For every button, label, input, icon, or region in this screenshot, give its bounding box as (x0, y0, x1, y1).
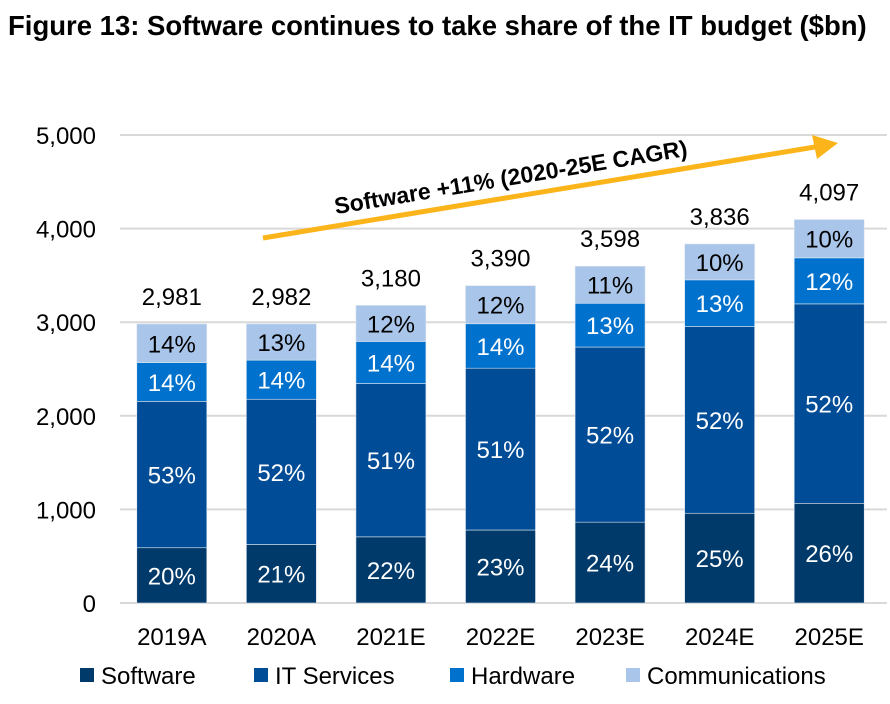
x-tick-label: 2024E (685, 624, 754, 651)
arrow-head (812, 135, 838, 159)
total-label: 3,180 (361, 265, 421, 292)
x-tick-label: 2021E (356, 624, 425, 651)
segment-label: 26% (805, 541, 853, 568)
segment-label: 24% (586, 551, 634, 578)
legend-label: IT Services (275, 663, 395, 690)
legend-label: Software (101, 663, 196, 690)
total-label: 3,836 (690, 204, 750, 231)
segment-label: 14% (257, 368, 305, 395)
bar-segment-it-services (793, 303, 865, 504)
total-label: 3,390 (470, 246, 530, 273)
segment-label: 52% (257, 460, 305, 487)
legend-label: Communications (647, 663, 826, 690)
segment-label: 14% (476, 334, 524, 361)
y-tick-label: 1,000 (36, 497, 96, 524)
segment-label: 13% (257, 330, 305, 357)
y-tick-label: 2,000 (36, 404, 96, 431)
legend-swatch (450, 668, 464, 682)
x-tick-label: 2020A (247, 624, 316, 651)
x-tick-label: 2022E (466, 624, 535, 651)
bar-segment-software (355, 536, 427, 604)
segment-label: 22% (367, 558, 415, 585)
bar-segment-it-services (355, 383, 427, 538)
total-label: 2,982 (251, 284, 311, 311)
y-tick-label: 3,000 (36, 310, 96, 337)
bar-segment-it-services (684, 326, 755, 514)
segment-label: 52% (805, 392, 853, 419)
bar-segment-software (574, 521, 646, 604)
segment-label: 12% (805, 269, 853, 296)
segment-label: 21% (257, 562, 305, 589)
legend-swatch (626, 668, 640, 682)
segment-label: 13% (586, 313, 634, 340)
bar-segment-software (793, 502, 865, 604)
legend-swatch (254, 668, 268, 682)
segment-label: 20% (148, 563, 196, 590)
legend-swatch (80, 668, 94, 682)
segment-label: 25% (696, 546, 744, 573)
segment-label: 13% (696, 291, 744, 318)
bar-segment-hardware (136, 362, 208, 402)
bar-segment-communications (136, 323, 208, 363)
bar-segment-it-services (136, 401, 208, 549)
bar-segment-software (246, 544, 317, 604)
bar-segment-hardware (465, 323, 536, 369)
segment-label: 52% (696, 408, 744, 435)
total-label: 3,598 (580, 226, 640, 253)
segment-label: 52% (586, 423, 634, 450)
bar-segment-it-services (465, 367, 536, 531)
bar-segment-software (136, 547, 208, 604)
segment-label: 10% (696, 250, 744, 277)
segment-label: 14% (367, 350, 415, 377)
arrow-line (262, 144, 816, 241)
bar-segment-software (465, 529, 536, 604)
segment-label: 14% (148, 331, 196, 358)
segment-label: 12% (476, 293, 524, 320)
bar-segment-hardware (574, 302, 646, 348)
bar-segment-hardware (684, 279, 755, 327)
bar-segment-hardware (793, 257, 865, 305)
y-tick-label: 0 (83, 591, 96, 618)
x-tick-label: 2019A (137, 624, 206, 651)
bar-segment-communications (793, 219, 865, 259)
bar-segment-software (684, 512, 755, 604)
total-label: 2,981 (142, 284, 202, 311)
total-label: 4,097 (799, 180, 859, 207)
segment-label: 53% (148, 463, 196, 490)
segment-label: 10% (805, 227, 853, 254)
y-tick-label: 4,000 (36, 217, 96, 244)
legend-label: Hardware (471, 663, 575, 690)
bar-segment-communications (465, 285, 536, 325)
bar-segment-it-services (574, 346, 646, 523)
segment-label: 12% (367, 311, 415, 338)
segment-label: 51% (476, 437, 524, 464)
segment-label: 23% (476, 555, 524, 582)
x-tick-label: 2025E (795, 624, 864, 651)
bar-segment-it-services (246, 398, 317, 545)
segment-label: 51% (367, 448, 415, 475)
bar-segment-communications (684, 243, 755, 281)
chart-title: Figure 13: Software continues to take sh… (8, 10, 867, 41)
y-tick-label: 5,000 (36, 123, 96, 150)
x-tick-label: 2023E (575, 624, 644, 651)
bar-segment-communications (574, 265, 646, 304)
segment-label: 11% (587, 273, 633, 300)
bar-segment-communications (355, 305, 427, 342)
bar-segment-communications (246, 323, 317, 361)
segment-label: 14% (148, 370, 196, 397)
